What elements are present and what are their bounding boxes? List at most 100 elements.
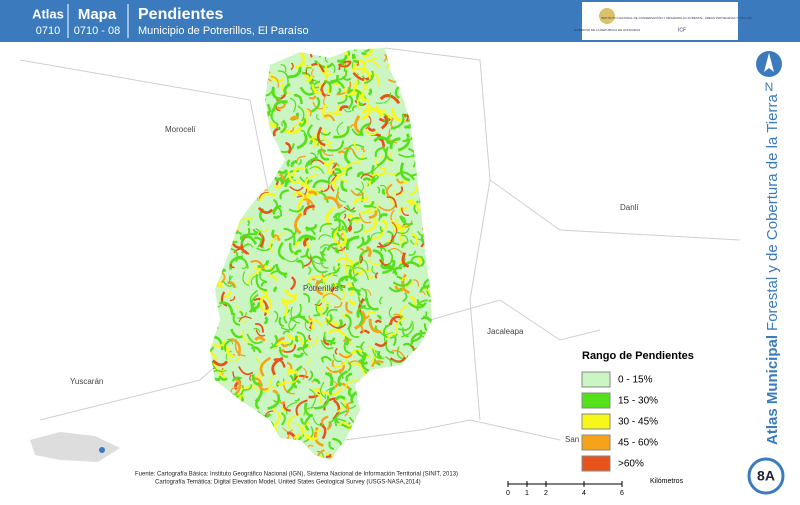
slope-patch — [280, 296, 298, 304]
slope-patch — [250, 302, 261, 310]
slope-patch — [382, 264, 398, 276]
slope-patch — [385, 133, 393, 145]
slope-patch — [347, 287, 362, 297]
slope-patch — [273, 286, 278, 293]
slope-patch — [319, 251, 326, 256]
source-line: Cartografía Temática: Digital Elevation … — [155, 480, 421, 486]
slope-patch — [318, 234, 332, 240]
slope-patch — [360, 147, 365, 153]
slope-patch — [304, 320, 312, 332]
slope-patch — [254, 398, 260, 410]
slope-patch — [320, 274, 338, 283]
slope-patch — [281, 301, 289, 317]
slope-patch — [305, 433, 318, 441]
slope-patch — [261, 295, 272, 310]
slope-patch — [220, 272, 226, 284]
slope-patch — [389, 137, 401, 150]
slope-patch — [351, 58, 367, 74]
slope-patch — [219, 301, 234, 316]
slope-patch — [378, 213, 388, 219]
slope-patch — [345, 166, 353, 177]
slope-patch — [312, 138, 317, 149]
slope-patch — [320, 184, 330, 193]
slope-patch — [390, 194, 396, 206]
slope-patch — [360, 287, 368, 302]
map-label: Mapa — [78, 6, 117, 23]
slope-patch — [312, 179, 331, 189]
slope-patch — [286, 368, 295, 377]
slope-patch — [356, 304, 367, 319]
slope-patch — [338, 232, 345, 251]
slope-patch — [242, 328, 251, 343]
slope-patch — [373, 136, 392, 145]
slope-patch — [304, 402, 314, 418]
slope-patch — [229, 263, 235, 269]
slope-patch — [315, 392, 322, 404]
slope-patch — [380, 154, 392, 160]
slope-patch — [407, 301, 427, 309]
slope-patch — [289, 97, 297, 113]
slope-patch — [333, 283, 345, 289]
slope-patch — [353, 267, 369, 281]
slope-patch — [297, 335, 302, 343]
slope-patch — [277, 70, 289, 86]
slope-patch — [360, 247, 365, 255]
slope-patch — [377, 314, 382, 320]
slope-patch — [285, 141, 292, 154]
slope-patch — [309, 388, 317, 409]
slope-patch — [283, 309, 291, 324]
slope-patch — [294, 397, 300, 402]
slope-patch — [356, 181, 364, 196]
slope-patch — [343, 147, 357, 156]
legend-label: 30 - 45% — [618, 417, 658, 428]
slope-patch — [251, 374, 261, 386]
slope-patch — [231, 376, 242, 382]
slope-patch — [310, 152, 317, 162]
slope-patch — [367, 175, 380, 182]
slope-patch — [287, 415, 297, 428]
slope-patch — [272, 234, 281, 242]
slope-patch — [347, 387, 353, 398]
slope-patch — [227, 338, 234, 345]
slope-patch — [301, 421, 311, 436]
locator-point — [99, 447, 105, 453]
slope-patch — [270, 76, 279, 88]
slope-patch — [230, 338, 241, 357]
slope-patch — [337, 370, 349, 387]
slope-patch — [287, 170, 300, 184]
slope-patch — [353, 140, 361, 151]
slope-patch — [270, 270, 288, 279]
slope-patch — [392, 278, 413, 287]
slope-patch — [402, 327, 409, 338]
boundary — [469, 179, 491, 421]
slope-patch — [280, 412, 286, 426]
slope-patch — [323, 331, 330, 343]
slope-patch — [390, 113, 405, 130]
slope-patch — [330, 63, 336, 73]
slope-patch — [344, 313, 352, 331]
slope-patch — [278, 400, 286, 405]
slope-patch — [332, 215, 341, 232]
slope-patch — [340, 180, 348, 193]
slope-patch — [349, 217, 360, 225]
slope-patch — [260, 264, 276, 273]
slope-patch — [316, 450, 325, 459]
north-label: N — [765, 80, 774, 94]
slope-patch — [254, 336, 266, 342]
slope-patch — [286, 333, 296, 340]
slope-patch — [416, 299, 423, 306]
slope-patch — [307, 370, 314, 382]
slope-patch — [340, 275, 358, 283]
slope-patch — [319, 223, 333, 233]
slope-patch — [311, 260, 328, 274]
slope-patch — [358, 213, 372, 224]
locator-map — [30, 432, 120, 462]
slope-patch — [367, 274, 375, 279]
slope-patch — [293, 94, 303, 105]
slope-patch — [377, 112, 393, 120]
slope-patch — [420, 311, 428, 320]
slope-patch — [387, 332, 396, 339]
slope-patch — [334, 247, 340, 254]
slope-patch — [228, 275, 234, 285]
slope-patch — [410, 255, 424, 263]
